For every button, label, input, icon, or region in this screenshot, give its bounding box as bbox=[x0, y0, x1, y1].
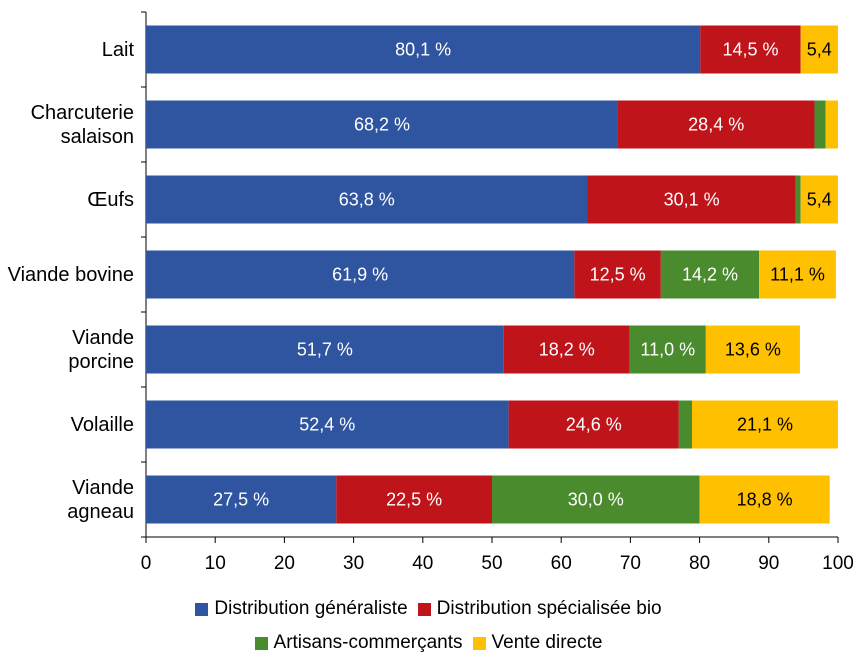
value-label: 12,5 % bbox=[590, 264, 646, 284]
value-label: 80,1 % bbox=[395, 39, 451, 59]
bar-segment bbox=[146, 175, 588, 224]
value-label: 11,1 % bbox=[770, 264, 825, 284]
bar-segment bbox=[705, 325, 800, 374]
value-label: 21,1 % bbox=[737, 414, 793, 434]
x-tick-label: 0 bbox=[141, 553, 152, 574]
bar-segment bbox=[759, 250, 836, 299]
legend-label: Vente directe bbox=[491, 632, 603, 653]
legend-label: Artisans-commerçants bbox=[273, 632, 463, 653]
bar-segment bbox=[574, 250, 661, 299]
bar-segment bbox=[146, 250, 575, 299]
bar-segment bbox=[678, 400, 692, 449]
legend-item: Distribution généraliste bbox=[195, 598, 408, 620]
category-label: Lait bbox=[101, 38, 134, 61]
value-label: 18,2 % bbox=[539, 339, 595, 359]
value-label: 18,8 % bbox=[737, 489, 793, 509]
x-tick-label: 60 bbox=[551, 553, 572, 574]
value-label: 52,4 % bbox=[299, 414, 355, 434]
legend-swatch bbox=[195, 602, 209, 616]
bar-segment bbox=[587, 175, 796, 224]
x-tick-label: 30 bbox=[343, 553, 364, 574]
x-tick-label: 90 bbox=[758, 553, 779, 574]
bar-segment bbox=[795, 175, 801, 224]
value-label: 13,6 % bbox=[725, 339, 781, 359]
value-label: 51,7 % bbox=[297, 339, 353, 359]
legend-swatch bbox=[472, 636, 486, 650]
bar-segment bbox=[700, 25, 801, 74]
category-label: Viande agneau bbox=[67, 476, 134, 523]
x-tick-label: 50 bbox=[481, 553, 502, 574]
value-label: 5,4 bbox=[807, 189, 832, 209]
legend: Distribution généraliste Distribution spé… bbox=[0, 592, 857, 657]
legend-label: Distribution généraliste bbox=[214, 598, 408, 619]
legend-swatch bbox=[417, 602, 431, 616]
x-tick-label: 80 bbox=[689, 553, 710, 574]
legend-item: Vente directe bbox=[472, 632, 603, 654]
value-label: 68,2 % bbox=[354, 114, 410, 134]
value-label: 14,5 % bbox=[722, 39, 778, 59]
bar-segment bbox=[508, 400, 679, 449]
bar-segment bbox=[629, 325, 706, 374]
value-label: 63,8 % bbox=[339, 189, 395, 209]
legend-swatch bbox=[254, 636, 268, 650]
x-tick-label: 10 bbox=[205, 553, 226, 574]
bar-segment bbox=[503, 325, 630, 374]
bar-segment bbox=[146, 475, 337, 524]
bar-segment bbox=[660, 250, 760, 299]
bar-segment bbox=[814, 100, 826, 149]
chart: 0 10 20 30 40 50 60 70 80 90 100 80,1 % 14,5 % 5,4 68,… bbox=[141, 11, 854, 574]
x-tick-label: 40 bbox=[412, 553, 433, 574]
category-label: Charcuterie salaison bbox=[30, 101, 134, 148]
bar-segment bbox=[146, 100, 618, 149]
legend-item: Artisans-commerçants bbox=[254, 632, 463, 654]
bar-segment bbox=[800, 25, 838, 74]
value-label: 24,6 % bbox=[566, 414, 622, 434]
bar-segment bbox=[617, 100, 815, 149]
bar-segment bbox=[699, 475, 830, 524]
legend-label: Distribution spécialisée bio bbox=[436, 598, 662, 619]
bar-segment bbox=[146, 25, 701, 74]
value-label: 22,5 % bbox=[386, 489, 442, 509]
bar-segment bbox=[800, 175, 838, 224]
bar-segment bbox=[146, 400, 509, 449]
category-label: Viande porcine bbox=[68, 326, 134, 373]
legend-item: Distribution spécialisée bio bbox=[417, 598, 662, 620]
bar-segment bbox=[336, 475, 492, 524]
value-label: 28,4 % bbox=[688, 114, 744, 134]
x-tick-label: 70 bbox=[620, 553, 641, 574]
category-label: Viande bovine bbox=[7, 263, 134, 286]
x-tick-label: 20 bbox=[274, 553, 295, 574]
value-label: 5,4 bbox=[807, 39, 832, 59]
bar-segment bbox=[146, 325, 504, 374]
value-label: 27,5 % bbox=[213, 489, 269, 509]
value-label: 14,2 % bbox=[682, 264, 738, 284]
value-label: 30,1 % bbox=[664, 189, 720, 209]
bar-segment bbox=[492, 475, 700, 524]
category-label: Volaille bbox=[70, 413, 134, 436]
x-tick-label: 100 bbox=[822, 553, 854, 574]
value-label: 61,9 % bbox=[332, 264, 388, 284]
category-label: Œufs bbox=[87, 188, 134, 211]
legend-row: Distribution généraliste Distribution spé… bbox=[0, 592, 857, 626]
bar-segment bbox=[825, 100, 838, 149]
legend-row: Artisans-commerçants Vente directe bbox=[0, 626, 857, 657]
value-label: 11,0 % bbox=[640, 339, 695, 359]
bar-segment bbox=[691, 400, 838, 449]
value-label: 30,0 % bbox=[568, 489, 624, 509]
